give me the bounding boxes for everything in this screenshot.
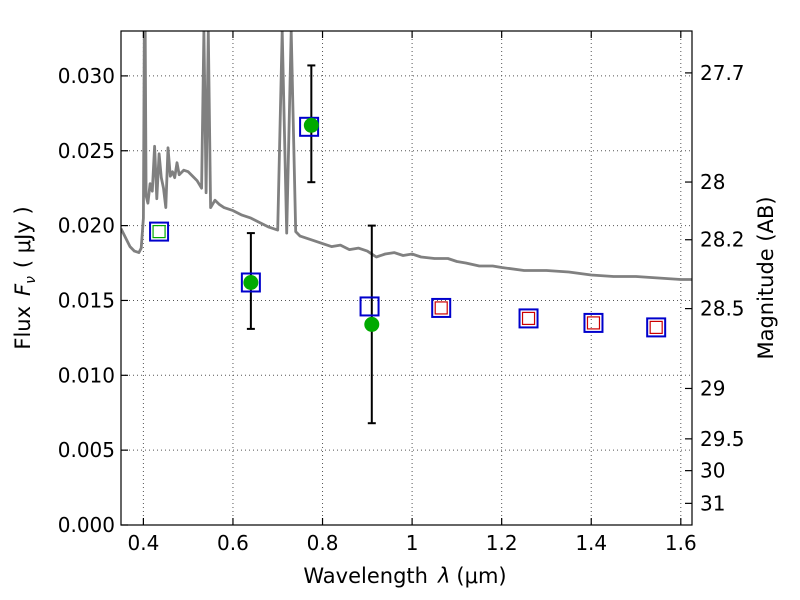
model-point-inner xyxy=(649,320,663,334)
x-axis-title-unit: (μm) xyxy=(456,564,506,588)
model-point-inner xyxy=(521,311,536,326)
model-point xyxy=(149,221,170,242)
model-point-inner xyxy=(152,224,166,239)
model-point-inner xyxy=(586,316,601,330)
y-axis-title: Flux Fν ( μJy ) xyxy=(11,206,39,349)
x-axis-title-prefix: Wavelength xyxy=(303,564,428,588)
right-tick-label: 29.5 xyxy=(700,427,745,451)
x-tick-label: 1.2 xyxy=(486,531,518,555)
x-ticks: 0.4 0.6 0.8 1 1.2 1.4 1.6 xyxy=(127,31,697,555)
model-point xyxy=(518,308,539,329)
y-tick-label: 0.010 xyxy=(58,363,115,387)
y-tick-label: 0.000 xyxy=(58,513,115,537)
right-tick-label: 29 xyxy=(700,376,725,400)
right-tick-label: 28.5 xyxy=(700,297,745,321)
x-tick-label: 1.6 xyxy=(665,531,697,555)
x-tick-label: 0.8 xyxy=(307,531,339,555)
y-tick-label: 0.025 xyxy=(58,139,115,163)
model-point-inner xyxy=(434,301,448,315)
observed-point xyxy=(243,274,259,290)
y-axis-title-prefix: Flux xyxy=(11,306,35,350)
spectrum-line xyxy=(121,31,692,281)
y-axis-symbol-sub: ν xyxy=(23,276,39,284)
observed-point xyxy=(364,316,380,332)
model-point xyxy=(240,272,261,293)
model-point xyxy=(431,297,452,318)
right-tick-label: 28.2 xyxy=(700,228,745,252)
y-tick-label: 0.005 xyxy=(58,438,115,462)
y-ticks: 0.000 0.005 0.010 0.015 0.020 0.025 0.030 xyxy=(58,64,128,537)
plot-frame xyxy=(120,30,693,526)
right-tick-label: 28 xyxy=(700,170,725,194)
model-photometry xyxy=(149,116,667,338)
right-tick-label: 30 xyxy=(700,459,725,483)
y-tick-label: 0.015 xyxy=(58,288,115,312)
right-tick-label: 31 xyxy=(700,491,725,515)
observed-photometry xyxy=(243,117,380,332)
y-tick-label: 0.020 xyxy=(58,214,115,238)
right-tick-label: 27.7 xyxy=(700,61,745,85)
observed-point xyxy=(303,117,319,133)
x-tick-label: 0.4 xyxy=(127,531,159,555)
x-tick-label: 1 xyxy=(406,531,419,555)
model-point xyxy=(359,296,380,317)
right-axis-title: Magnitude (AB) xyxy=(754,196,778,359)
x-axis-symbol: λ xyxy=(437,564,450,588)
x-axis-title: Wavelength λ (μm) xyxy=(303,564,506,588)
y-axis-symbol: F xyxy=(11,283,35,296)
model-point xyxy=(646,317,667,338)
right-ticks: 27.7 28 28.2 28.5 29 29.5 30 31 xyxy=(685,61,745,515)
y-tick-label: 0.030 xyxy=(58,64,115,88)
x-tick-label: 1.4 xyxy=(575,531,607,555)
y-axis-title-unit: ( μJy ) xyxy=(11,206,35,268)
model-point xyxy=(583,312,604,333)
x-tick-label: 0.6 xyxy=(217,531,249,555)
template-spectrum xyxy=(121,31,692,281)
